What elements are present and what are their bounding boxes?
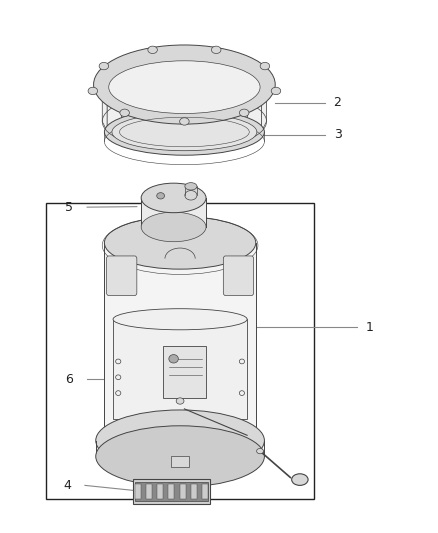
- Polygon shape: [107, 94, 121, 140]
- Ellipse shape: [88, 87, 98, 95]
- Bar: [46, 203, 314, 498]
- Text: 3: 3: [334, 128, 342, 141]
- Ellipse shape: [104, 109, 265, 155]
- Ellipse shape: [96, 426, 265, 487]
- Ellipse shape: [260, 62, 270, 70]
- Text: 1: 1: [366, 321, 374, 334]
- Polygon shape: [121, 103, 143, 147]
- Polygon shape: [226, 59, 247, 103]
- Ellipse shape: [112, 114, 257, 151]
- Ellipse shape: [271, 87, 281, 95]
- Polygon shape: [170, 56, 199, 93]
- Polygon shape: [143, 56, 170, 96]
- Polygon shape: [170, 113, 199, 150]
- Ellipse shape: [94, 45, 275, 124]
- Bar: [113, 319, 247, 419]
- Text: 5: 5: [66, 200, 74, 214]
- Bar: [168, 484, 174, 499]
- Bar: [157, 484, 163, 499]
- Polygon shape: [247, 66, 261, 111]
- Bar: [202, 484, 208, 499]
- Ellipse shape: [185, 183, 197, 190]
- Ellipse shape: [292, 474, 308, 486]
- Ellipse shape: [180, 118, 189, 125]
- Polygon shape: [261, 85, 267, 131]
- Polygon shape: [102, 85, 107, 131]
- Bar: [180, 484, 186, 499]
- Ellipse shape: [148, 46, 157, 53]
- Polygon shape: [199, 56, 226, 96]
- Bar: [133, 479, 210, 504]
- Bar: [146, 484, 152, 499]
- Bar: [163, 345, 206, 398]
- Ellipse shape: [257, 448, 264, 454]
- Ellipse shape: [176, 398, 184, 404]
- Bar: [134, 484, 141, 499]
- Ellipse shape: [109, 61, 260, 114]
- Ellipse shape: [113, 309, 247, 330]
- Bar: [141, 198, 206, 227]
- Ellipse shape: [185, 191, 197, 200]
- Polygon shape: [199, 110, 226, 150]
- Ellipse shape: [212, 46, 221, 53]
- Text: 4: 4: [64, 479, 71, 492]
- Text: 6: 6: [66, 373, 73, 386]
- Ellipse shape: [141, 183, 206, 213]
- Bar: [104, 243, 256, 441]
- Ellipse shape: [120, 109, 129, 117]
- Ellipse shape: [99, 62, 109, 70]
- Polygon shape: [247, 94, 261, 140]
- FancyBboxPatch shape: [106, 256, 137, 295]
- Polygon shape: [107, 66, 121, 111]
- Polygon shape: [143, 110, 170, 150]
- Ellipse shape: [240, 109, 249, 117]
- Ellipse shape: [169, 354, 178, 363]
- Polygon shape: [226, 103, 247, 147]
- Polygon shape: [261, 75, 267, 122]
- Ellipse shape: [96, 410, 265, 471]
- Ellipse shape: [104, 216, 256, 269]
- Polygon shape: [121, 59, 143, 103]
- Bar: [171, 456, 189, 467]
- Bar: [191, 484, 197, 499]
- Ellipse shape: [141, 212, 206, 241]
- Polygon shape: [102, 75, 107, 122]
- Bar: [135, 482, 208, 500]
- FancyBboxPatch shape: [223, 256, 254, 295]
- Ellipse shape: [157, 192, 165, 199]
- Text: 2: 2: [334, 96, 342, 109]
